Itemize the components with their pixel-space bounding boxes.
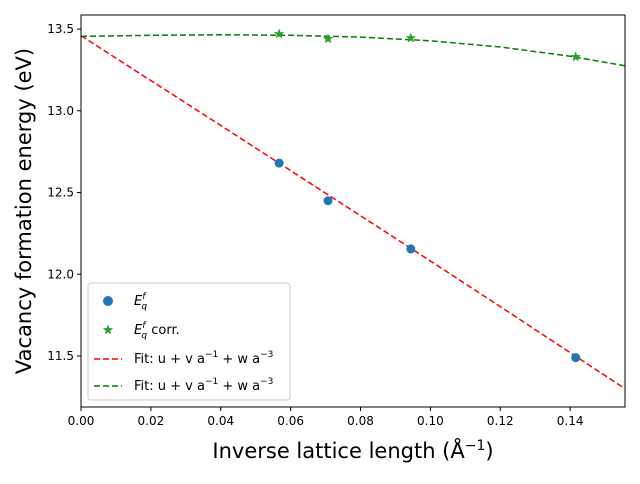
legend-box [87,282,291,401]
legend-label: Fit: u + v a−1 + w a−3 [134,350,273,367]
data-point-star [273,28,285,39]
x-tick-label: 0.08 [347,414,374,428]
x-axis-label: Inverse lattice length (Å−1) [212,437,493,463]
y-tick-label: 13.5 [47,22,74,36]
legend-label: Ef q [134,292,147,312]
x-tick-label: 0.02 [138,414,165,428]
fit-line-2 [81,34,625,390]
legend-circle-marker [103,296,113,306]
y-tick-label: 13.0 [47,104,74,118]
legend-label: Fit: u + v a−1 + w a−3 [134,377,273,394]
y-tick-label: 11.5 [47,349,74,363]
data-point-circle [323,196,333,206]
legend-star-marker [102,324,114,335]
x-axis: 0.00 0.02 0.04 0.06 0.08 0.10 0.12 0.14 [68,407,584,428]
data-point-circle [274,158,284,168]
legend-entry-red-fit: Fit: u + v a−1 + w a−3 [94,350,273,367]
fit-line-3 [81,34,625,67]
data-point-star [405,32,417,43]
y-tick-label: 12.5 [47,186,74,200]
legend-entry-green-fit: Fit: u + v a−1 + w a−3 [94,377,273,394]
x-tick-label: 0.04 [207,414,234,428]
legend: Ef q Ef q corr. Fit: u + v a−1 + w a−3 Fit… [87,282,291,401]
plot-marks [81,28,625,390]
x-tick-label: 0.12 [487,414,514,428]
y-axis-label: Vacancy formation energy (eV) [12,48,36,374]
data-point-star [570,51,581,62]
legend-entry-eqf-corr: Ef q corr. [102,321,180,341]
legend-label: Ef q corr. [134,321,180,341]
x-tick-label: 0.10 [417,414,444,428]
data-point-star [322,33,334,44]
data-point-circle [571,353,581,363]
data-point-circle [406,244,416,254]
x-tick-label: 0.00 [68,414,95,428]
legend-entry-eqf: Ef q [103,292,147,312]
x-tick-label: 0.14 [557,414,584,428]
x-tick-label: 0.06 [277,414,304,428]
y-tick-label: 12.0 [47,267,74,281]
y-axis: 11.5 12.0 12.5 13.0 13.5 [47,22,81,363]
plot-frame [80,14,626,408]
